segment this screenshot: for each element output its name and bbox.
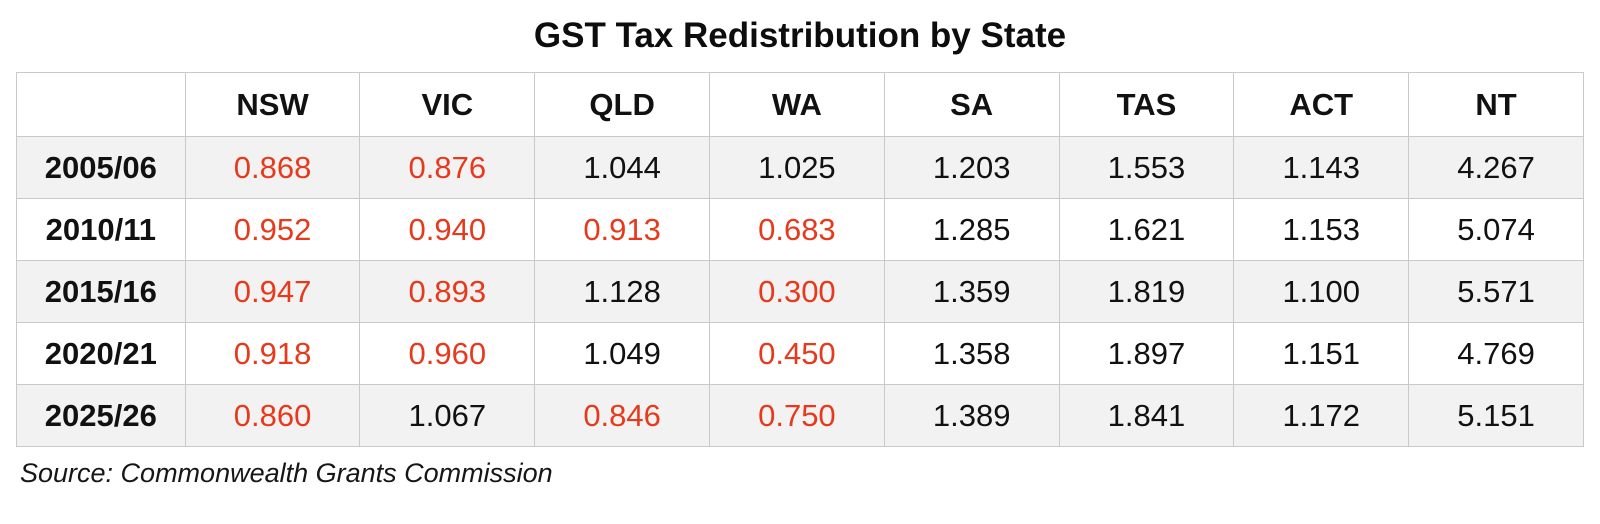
value-cell: 1.819 — [1058, 260, 1235, 323]
column-header: WA — [709, 72, 885, 137]
column-header: QLD — [534, 72, 710, 137]
value-cell: 0.300 — [709, 260, 885, 323]
header-row: NSW VIC QLD WA SA TAS ACT NT — [16, 72, 1584, 137]
value-cell: 0.918 — [184, 322, 361, 385]
value-cell: 0.876 — [359, 136, 536, 199]
row-label: 2025/26 — [16, 384, 186, 447]
value-cell: 5.571 — [1408, 260, 1584, 323]
value-cell: 1.358 — [883, 322, 1060, 385]
table-row: 2015/16 0.947 0.893 1.128 0.300 1.359 1.819 1.1… — [16, 260, 1584, 323]
row-label: 2020/21 — [16, 322, 186, 385]
table-head: NSW VIC QLD WA SA TAS ACT NT — [16, 72, 1584, 137]
value-cell: 0.846 — [534, 384, 710, 447]
value-cell: 0.450 — [709, 322, 885, 385]
table-row: 2020/21 0.918 0.960 1.049 0.450 1.358 1.897 1.1… — [16, 322, 1584, 385]
value-cell: 0.952 — [184, 198, 361, 261]
value-cell: 1.100 — [1233, 260, 1410, 323]
value-cell: 0.893 — [359, 260, 536, 323]
value-cell: 5.151 — [1408, 384, 1584, 447]
value-cell: 0.860 — [184, 384, 361, 447]
value-cell: 5.074 — [1408, 198, 1584, 261]
value-cell: 1.143 — [1233, 136, 1410, 199]
value-cell: 1.359 — [883, 260, 1060, 323]
value-cell: 1.172 — [1233, 384, 1410, 447]
value-cell: 0.913 — [534, 198, 710, 261]
value-cell: 1.025 — [709, 136, 885, 199]
gst-table: NSW VIC QLD WA SA TAS ACT NT 2005/06 0.868 0.876 1… — [16, 72, 1584, 447]
source-note: Source: Commonwealth Grants Commission — [20, 458, 553, 488]
value-cell: 1.621 — [1058, 198, 1235, 261]
table-row: 2010/11 0.952 0.940 0.913 0.683 1.285 1.621 1.1… — [16, 198, 1584, 261]
value-cell: 0.868 — [184, 136, 361, 199]
row-label: 2005/06 — [16, 136, 186, 199]
value-cell: 1.841 — [1058, 384, 1235, 447]
page-title: GST Tax Redistribution by State — [533, 16, 1067, 55]
value-cell: 0.683 — [709, 198, 885, 261]
row-label: 2010/11 — [16, 198, 186, 261]
table-row: 2005/06 0.868 0.876 1.044 1.025 1.203 1.553 1.1… — [16, 136, 1584, 199]
value-cell: 1.151 — [1233, 322, 1410, 385]
value-cell: 1.128 — [534, 260, 710, 323]
value-cell: 1.553 — [1058, 136, 1235, 199]
corner-cell — [16, 72, 186, 137]
value-cell: 4.267 — [1408, 136, 1584, 199]
table-body: 2005/06 0.868 0.876 1.044 1.025 1.203 1.553 1.1… — [16, 136, 1584, 447]
value-cell: 1.049 — [534, 322, 710, 385]
column-header: TAS — [1058, 72, 1235, 137]
column-header: VIC — [359, 72, 536, 137]
value-cell: 0.750 — [709, 384, 885, 447]
value-cell: 1.285 — [883, 198, 1060, 261]
value-cell: 0.947 — [184, 260, 361, 323]
value-cell: 0.960 — [359, 322, 536, 385]
column-header: ACT — [1233, 72, 1410, 137]
value-cell: 1.044 — [534, 136, 710, 199]
table-row: 2025/26 0.860 1.067 0.846 0.750 1.389 1.841 1.1… — [16, 384, 1584, 447]
value-cell: 1.067 — [359, 384, 536, 447]
value-cell: 4.769 — [1408, 322, 1584, 385]
value-cell: 1.897 — [1058, 322, 1235, 385]
value-cell: 1.203 — [883, 136, 1060, 199]
value-cell: 1.389 — [883, 384, 1060, 447]
row-label: 2015/16 — [16, 260, 186, 323]
column-header: NT — [1408, 72, 1584, 137]
column-header: SA — [883, 72, 1060, 137]
value-cell: 1.153 — [1233, 198, 1410, 261]
value-cell: 0.940 — [359, 198, 536, 261]
column-header: NSW — [184, 72, 361, 137]
